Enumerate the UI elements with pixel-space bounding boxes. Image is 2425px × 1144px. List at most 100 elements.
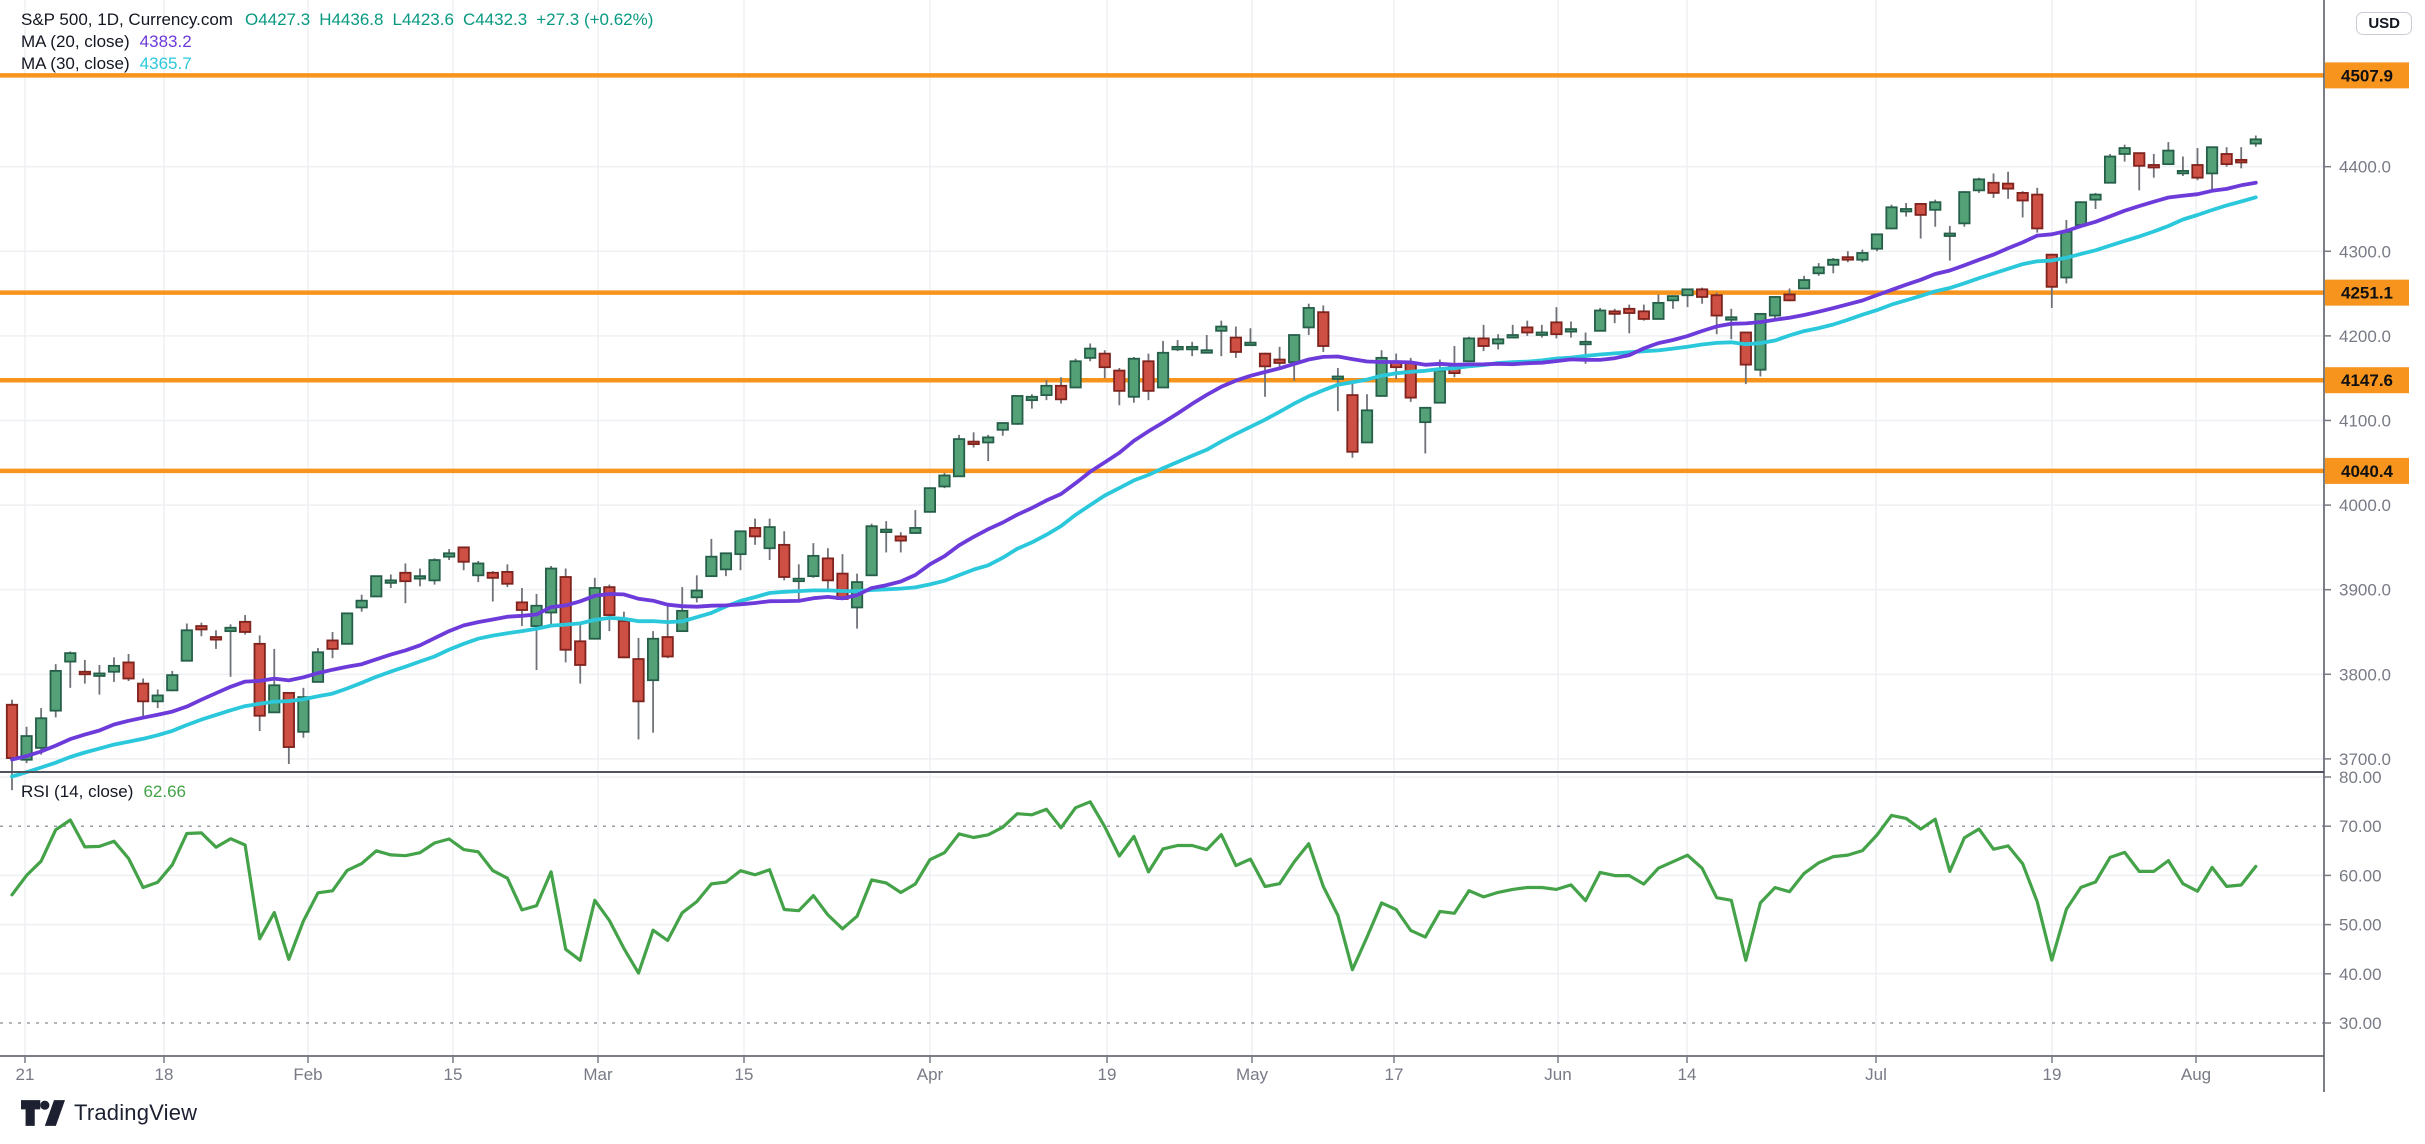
currency-button[interactable]: USD (2356, 12, 2412, 35)
price-axis[interactable]: 4400.0 4300.0 4200.0 4100.0 4000.0 3900.0 3800… (2324, 62, 2409, 1033)
candle-up (107, 664, 121, 673)
candle-up (923, 487, 937, 513)
candle-down (1404, 362, 1417, 399)
time-axis-label: 18 (155, 1065, 174, 1084)
time-axis-label: 19 (1098, 1065, 1117, 1084)
candle-up (982, 436, 995, 444)
ma20-label: MA (20, close) (21, 32, 130, 51)
time-axis-label: 19 (2043, 1065, 2062, 1084)
time-axis-label: 15 (444, 1065, 463, 1084)
candles-layer[interactable] (5, 135, 2262, 791)
time-axis-label: Mar (583, 1065, 613, 1084)
candle-up (1200, 349, 1213, 354)
candle-up (35, 717, 48, 749)
time-axis-label: Aug (2181, 1065, 2211, 1084)
time-axis-label: Jun (1544, 1065, 1571, 1084)
candle-up (952, 438, 966, 478)
candle-down (1608, 310, 1621, 315)
candle-down (457, 546, 470, 563)
tradingview-text: TradingView (74, 1100, 198, 1125)
tradingview-logo[interactable]: TradingView (21, 1098, 197, 1128)
orange-level-label-bg (2325, 62, 2409, 89)
rsi-layer (10, 800, 2258, 975)
candle-down (661, 636, 674, 658)
rsi-line (10, 800, 2258, 975)
candle-up (413, 575, 427, 580)
candle-down (2001, 182, 2015, 190)
candle-down (617, 620, 631, 659)
ohlc-change: +27.3 (+0.62%) (536, 10, 654, 29)
candle-up (1069, 360, 1082, 389)
candle-down (2220, 153, 2233, 166)
candle-down (239, 620, 252, 633)
candle-down (2133, 152, 2146, 167)
candle-down (1739, 331, 1752, 366)
candle-up (472, 562, 485, 577)
ma20-value: 4383.2 (139, 32, 192, 51)
candle-up (1681, 288, 1694, 297)
candle-down (1696, 288, 1709, 298)
candle-down (894, 535, 907, 542)
candle-up (690, 589, 703, 599)
price-axis-label: 3900.0 (2339, 581, 2391, 600)
candle-up (734, 530, 747, 556)
candle-down (137, 682, 150, 703)
candle-up (355, 599, 368, 609)
candle-up (1025, 395, 1038, 402)
candle-down (1098, 352, 1111, 369)
candle-down (1229, 336, 1242, 353)
candle-up (880, 528, 893, 534)
rsi-axis-label: 60.00 (2339, 866, 2382, 885)
rsi-legend[interactable]: RSI (14, close) 62.66 (21, 781, 186, 803)
ohlc-low: L4423.6 (392, 10, 454, 29)
candle-down (632, 658, 645, 703)
time-axis[interactable]: 21 18 Feb 15 Mar 15 Apr 19 May 17 Jun 14 Jul 19 Aug (16, 1056, 2212, 1084)
candle-up (1856, 252, 1869, 261)
symbol-legend[interactable]: S&P 500, 1D, Currency.com O4427.3 H4436.8 L… (21, 9, 662, 75)
candle-up (2205, 146, 2219, 175)
price-axis-label: 4400.0 (2339, 158, 2391, 177)
candle-down (2045, 253, 2058, 288)
candle-up (2060, 230, 2073, 279)
candle-up (2074, 201, 2088, 226)
candle-down (2235, 158, 2248, 164)
time-axis-label: 17 (1385, 1065, 1404, 1084)
candle-up (1288, 334, 1301, 363)
candle-up (1768, 296, 1782, 317)
time-axis-label: Apr (917, 1065, 944, 1084)
candle-down (486, 571, 499, 579)
candle-up (1564, 328, 1578, 333)
candle-up (1958, 191, 1971, 225)
candle-up (166, 674, 179, 692)
rsi-axis-label: 80.00 (2339, 768, 2382, 787)
candle-down (326, 639, 339, 650)
candle-up (1215, 325, 1228, 332)
orange-level-label: 4507.9 (2341, 66, 2393, 85)
candle-up (1535, 331, 1548, 336)
candle-up (370, 575, 383, 598)
candle-down (603, 586, 616, 616)
candle-up (1302, 307, 1315, 329)
candle-down (1623, 307, 1636, 314)
candle-down (209, 636, 223, 641)
candle-up (1972, 178, 1986, 192)
orange-level-label: 4040.4 (2341, 462, 2394, 481)
candle-down (1914, 202, 1927, 216)
price-axis-label: 4300.0 (2339, 242, 2391, 261)
candle-down (78, 670, 91, 676)
price-axis-label: 4200.0 (2339, 327, 2391, 346)
candle-up (646, 637, 660, 682)
candle-down (2031, 193, 2044, 230)
candle-down (1273, 358, 1286, 364)
time-axis-label: 14 (1678, 1065, 1697, 1084)
candle-up (1186, 345, 1199, 351)
candle-down (2016, 191, 2029, 202)
pane-borders (0, 0, 2325, 1092)
candle-down (122, 661, 135, 680)
candle-down (1054, 384, 1068, 401)
candle-down (778, 543, 791, 578)
candle-up (2249, 138, 2262, 145)
candle-up (1943, 232, 1956, 237)
